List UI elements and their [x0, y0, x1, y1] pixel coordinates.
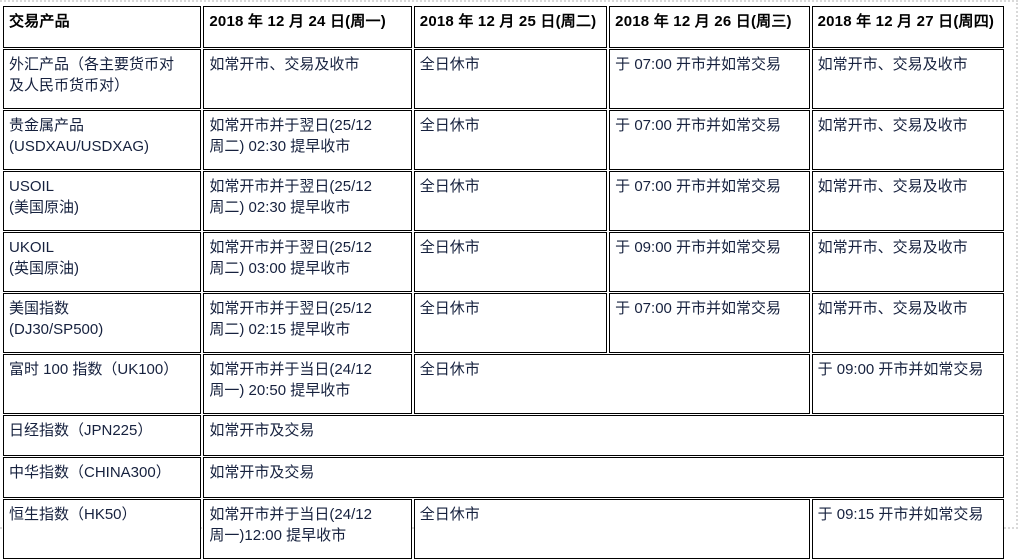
table-row: 恒生指数（HK50） 如常开市并于当日(24/12 周一)12:00 提早收市 …	[3, 499, 1004, 559]
header-cell-dec27: 2018 年 12 月 27 日(周四)	[811, 6, 1004, 48]
dec24-line1: 如常开市并于当日(24/12	[209, 361, 372, 378]
dec24-cell: 如常开市并于翌日(25/12 周二) 02:15 提早收市	[203, 293, 412, 353]
product-name-line2: (USDXAU/USDXAG)	[9, 138, 150, 155]
header-cell-dec24: 2018 年 12 月 24 日(周一)	[203, 6, 412, 48]
dec26-cell: 于 07:00 开市并如常交易	[609, 171, 810, 231]
dec24-line1: 如常开市、交易及收市	[209, 56, 360, 73]
dec24-cell: 如常开市并于翌日(25/12 周二) 03:00 提早收市	[203, 232, 412, 292]
dec25-cell: 全日休市	[413, 232, 608, 292]
dec26-cell: 于 09:00 开市并如常交易	[609, 232, 810, 292]
dec27-cell: 如常开市、交易及收市	[811, 232, 1004, 292]
all-days-merged-cell: 如常开市及交易	[203, 457, 1004, 498]
trading-hours-table: 交易产品 2018 年 12 月 24 日(周一) 2018 年 12 月 25…	[1, 5, 1006, 560]
dec24-cell: 如常开市并于当日(24/12 周一) 20:50 提早收市	[203, 354, 412, 414]
dec25-cell: 全日休市	[413, 293, 608, 353]
table-row: 中华指数（CHINA300） 如常开市及交易	[3, 457, 1004, 498]
product-name-line1: 日经指数（JPN225）	[9, 422, 153, 439]
dec27-cell: 如常开市、交易及收市	[811, 293, 1004, 353]
product-cell: 富时 100 指数（UK100）	[3, 354, 202, 414]
dec27-cell: 如常开市、交易及收市	[811, 110, 1004, 170]
dec26-cell: 于 07:00 开市并如常交易	[609, 49, 810, 109]
dec24-line2: 周一) 20:50 提早收市	[209, 382, 351, 399]
dec24-line1: 如常开市并于翌日(25/12	[209, 117, 372, 134]
dec24-cell: 如常开市并于翌日(25/12 周二) 02:30 提早收市	[203, 171, 412, 231]
dec26-cell: 于 07:00 开市并如常交易	[609, 293, 810, 353]
dec25-cell: 全日休市	[413, 110, 608, 170]
table-row: 外汇产品（各主要货币对 及人民币货币对） 如常开市、交易及收市 全日休市 于 0…	[3, 49, 1004, 109]
dec24-line1: 如常开市并于翌日(25/12	[209, 239, 372, 256]
all-days-merged-cell: 如常开市及交易	[203, 415, 1004, 456]
table-row: 日经指数（JPN225） 如常开市及交易	[3, 415, 1004, 456]
product-name-line1: UKOIL	[9, 239, 55, 256]
product-name-line2: (美国原油)	[9, 199, 79, 216]
dec25-dec26-merged-cell: 全日休市	[413, 354, 810, 414]
table-row: 富时 100 指数（UK100） 如常开市并于当日(24/12 周一) 20:5…	[3, 354, 1004, 414]
dec26-cell: 于 07:00 开市并如常交易	[609, 110, 810, 170]
product-name-line1: 中华指数（CHINA300）	[9, 464, 171, 481]
table-row: UKOIL (英国原油) 如常开市并于翌日(25/12 周二) 03:00 提早…	[3, 232, 1004, 292]
product-name-line2: 及人民币货币对）	[9, 77, 130, 94]
dec24-line1: 如常开市并于翌日(25/12	[209, 178, 372, 195]
table-header-row: 交易产品 2018 年 12 月 24 日(周一) 2018 年 12 月 25…	[3, 6, 1004, 48]
product-name-line1: 富时 100 指数（UK100）	[9, 361, 179, 378]
dec25-cell: 全日休市	[413, 171, 608, 231]
product-name-line1: 外汇产品（各主要货币对	[9, 56, 175, 73]
dec24-cell: 如常开市并于翌日(25/12 周二) 02:30 提早收市	[203, 110, 412, 170]
product-cell: 日经指数（JPN225）	[3, 415, 202, 456]
dec24-cell: 如常开市并于当日(24/12 周一)12:00 提早收市	[203, 499, 412, 559]
dec24-line2: 周二) 02:30 提早收市	[209, 138, 351, 155]
product-name-line1: 恒生指数（HK50）	[9, 506, 137, 523]
product-name-line1: 贵金属产品	[9, 117, 85, 134]
table-row: 美国指数 (DJ30/SP500) 如常开市并于翌日(25/12 周二) 02:…	[3, 293, 1004, 353]
dec27-cell: 于 09:00 开市并如常交易	[811, 354, 1004, 414]
product-name-line1: USOIL	[9, 178, 55, 195]
product-cell: 恒生指数（HK50）	[3, 499, 202, 559]
product-cell: 外汇产品（各主要货币对 及人民币货币对）	[3, 49, 202, 109]
dec24-line2: 周二) 02:15 提早收市	[209, 321, 351, 338]
dec24-line1: 如常开市并于翌日(25/12	[209, 300, 372, 317]
header-cell-product: 交易产品	[3, 6, 202, 48]
dec24-line2: 周二) 02:30 提早收市	[209, 199, 351, 216]
product-cell: 中华指数（CHINA300）	[3, 457, 202, 498]
dec24-line2: 周一)12:00 提早收市	[209, 527, 347, 544]
product-cell: 贵金属产品 (USDXAU/USDXAG)	[3, 110, 202, 170]
dec24-line1: 如常开市并于当日(24/12	[209, 506, 372, 523]
dec27-cell: 如常开市、交易及收市	[811, 49, 1004, 109]
product-name-line2: (DJ30/SP500)	[9, 321, 104, 338]
product-cell: 美国指数 (DJ30/SP500)	[3, 293, 202, 353]
table-row: 贵金属产品 (USDXAU/USDXAG) 如常开市并于翌日(25/12 周二)…	[3, 110, 1004, 170]
dec27-cell: 如常开市、交易及收市	[811, 171, 1004, 231]
dec24-cell: 如常开市、交易及收市	[203, 49, 412, 109]
product-cell: UKOIL (英国原油)	[3, 232, 202, 292]
header-cell-dec25: 2018 年 12 月 25 日(周二)	[413, 6, 608, 48]
dec27-cell: 于 09:15 开市并如常交易	[811, 499, 1004, 559]
dec25-cell: 全日休市	[413, 49, 608, 109]
product-name-line1: 美国指数	[9, 300, 70, 317]
product-cell: USOIL (美国原油)	[3, 171, 202, 231]
dec24-line2: 周二) 03:00 提早收市	[209, 260, 351, 277]
header-cell-dec26: 2018 年 12 月 26 日(周三)	[609, 6, 810, 48]
product-name-line2: (英国原油)	[9, 260, 79, 277]
dec25-dec26-merged-cell: 全日休市	[413, 499, 810, 559]
table-row: USOIL (美国原油) 如常开市并于翌日(25/12 周二) 02:30 提早…	[3, 171, 1004, 231]
